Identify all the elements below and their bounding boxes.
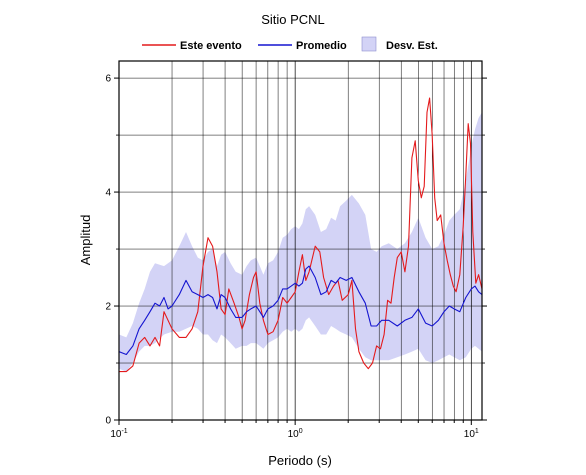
x-tick-label: 101 [464,428,479,440]
band-layer [119,112,482,372]
series-line-este-evento [119,97,482,373]
legend: Este evento Promedio Desv. Est. [142,36,438,52]
legend-label-desv-est: Desv. Est. [386,40,438,52]
legend-label-promedio: Promedio [296,40,347,52]
y-axis-label: Amplitud [78,215,93,266]
x-tick-label: 100 [288,428,303,440]
legend-label-este-evento: Este evento [180,40,242,52]
plot-frame [118,60,483,421]
series-line-promedio [119,265,482,356]
x-axis-label: Periodo (s) [268,453,332,468]
tick-layer: 0 2 4 6 10-1 100 101 [105,74,487,440]
std-dev-band [119,112,482,372]
x-tick-label: 10-1 [110,428,127,440]
y-tick-label: 2 [105,302,111,313]
legend-swatch-desv-est [361,36,377,52]
series-layer [119,97,482,373]
y-tick-label: 0 [105,416,111,427]
chart-title: Sitio PCNL [261,12,325,27]
y-tick-label: 6 [105,74,111,85]
y-tick-label: 4 [105,188,111,199]
